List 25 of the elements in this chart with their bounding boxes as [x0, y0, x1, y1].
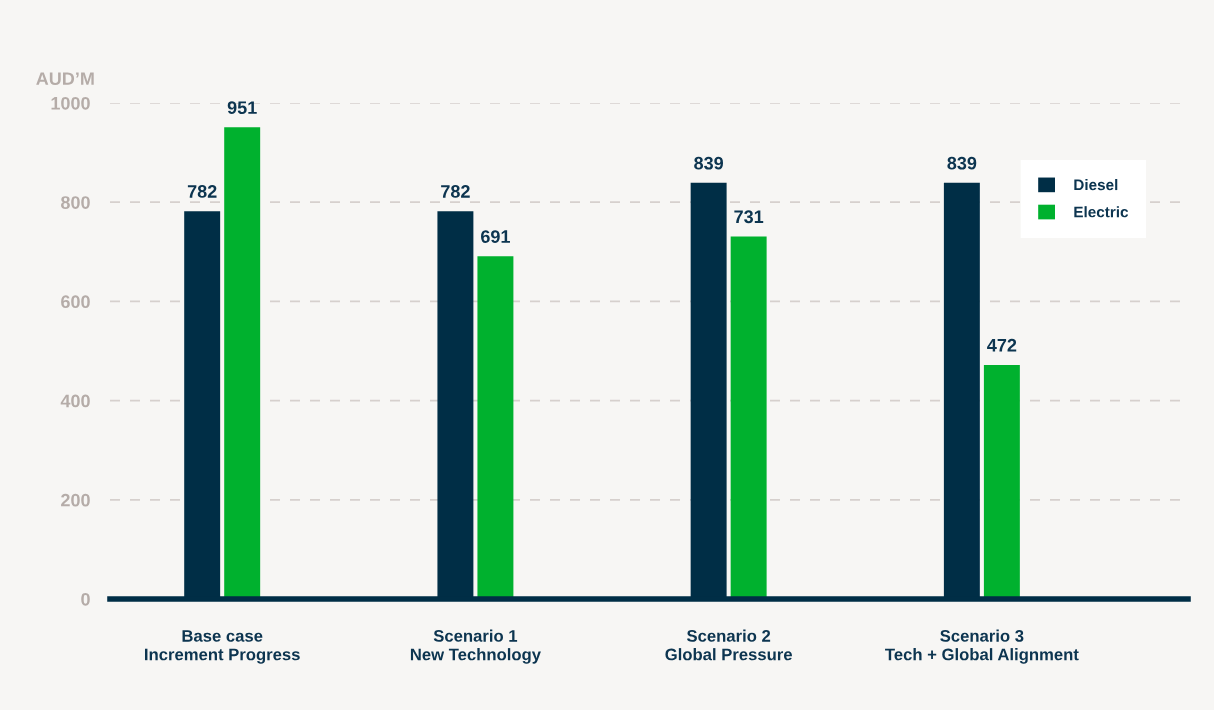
- x-tick-label: Scenario 3 Tech + Global Alignment: [885, 629, 1079, 664]
- data-label: 951: [227, 101, 257, 115]
- y-tick-label: 1000: [51, 96, 90, 110]
- data-label: 839: [947, 156, 977, 170]
- data-label: 782: [187, 185, 217, 198]
- x-tick-label: Scenario 1 New Technology: [410, 629, 541, 664]
- legend-label: Diesel: [1074, 179, 1118, 191]
- bar: [983, 364, 1020, 599]
- bar: [730, 236, 767, 599]
- data-label: 839: [694, 156, 724, 170]
- legend-label: Electric: [1074, 206, 1129, 218]
- x-tick-label: Base case Increment Progress: [145, 630, 300, 664]
- y-tick-label: 0: [81, 592, 90, 606]
- data-label: 472: [987, 338, 1017, 352]
- bar: [224, 127, 261, 599]
- data-label: 691: [481, 230, 510, 243]
- y-tick-label: 200: [61, 493, 90, 507]
- y-tick-label: 800: [61, 196, 90, 209]
- y-tick-label: 600: [61, 295, 90, 309]
- y-tick-label: 400: [60, 394, 90, 408]
- x-tick-label: Scenario 2 Global Pressure: [665, 629, 792, 661]
- data-label: 782: [441, 185, 470, 198]
- y-axis-title: AUD’M: [36, 72, 94, 86]
- bar: [477, 256, 514, 599]
- data-label: 731: [734, 210, 764, 224]
